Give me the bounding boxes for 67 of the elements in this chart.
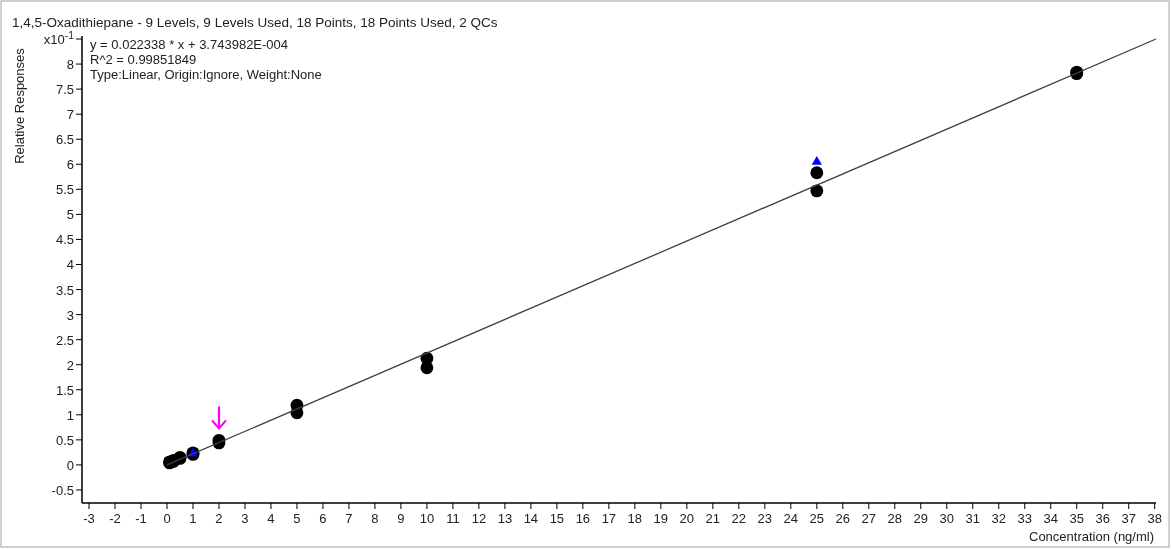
x-tick-label: -2 xyxy=(109,511,121,526)
x-tick-label: 7 xyxy=(345,511,353,526)
annotation: y = 0.022338 * x + 3.743982E-004 xyxy=(90,37,289,52)
x-tick-label: 19 xyxy=(653,511,669,526)
chart-title: 1,4,5-Oxadithiepane - 9 Levels, 9 Levels Used, 18 Points, 18 Points Used, 2 QCs xyxy=(12,15,498,30)
x-tick-label: 4 xyxy=(267,511,275,526)
x-tick-label: 17 xyxy=(601,511,617,526)
x-tick-label: 37 xyxy=(1121,511,1136,526)
x-tick-label: 12 xyxy=(471,511,487,526)
x-tick-label: 29 xyxy=(913,511,928,526)
x-tick-label: 27 xyxy=(861,511,877,526)
x-tick-label: 32 xyxy=(991,511,1006,526)
y-tick-label: 0 xyxy=(66,457,74,473)
x-tick-label: 11 xyxy=(446,511,460,526)
x-tick-label: 15 xyxy=(549,511,565,526)
y-tick-label: 7.5 xyxy=(55,82,74,98)
y-tick-label: 3 xyxy=(66,307,74,323)
x-tick-label: 0 xyxy=(163,511,171,526)
y-tick-label: 5 xyxy=(66,207,74,223)
annotation: Type:Linear, Origin:Ignore, Weight:None xyxy=(90,67,322,82)
x-tick-label: 3 xyxy=(241,511,249,526)
x-tick-label: 20 xyxy=(679,511,695,526)
y-tick-label: 4.5 xyxy=(55,232,74,248)
y-axis-title: Relative Responses xyxy=(12,47,27,164)
y-tick-label: 6 xyxy=(66,157,74,173)
x-tick-label: 5 xyxy=(293,511,301,526)
x-tick-label: 8 xyxy=(371,511,379,526)
x-tick-label: 13 xyxy=(497,511,513,526)
x-tick-label: 35 xyxy=(1069,511,1084,526)
y-tick-label: 1 xyxy=(66,407,74,423)
y-tick-label: 4 xyxy=(66,257,74,273)
x-tick-label: 9 xyxy=(397,511,405,526)
x-tick-label: 1 xyxy=(189,511,197,526)
y-tick-label: 5.5 xyxy=(55,182,74,198)
x-tick-label: 22 xyxy=(731,511,747,526)
x-tick-label: 25 xyxy=(809,511,825,526)
y-tick-label: 3.5 xyxy=(55,282,74,298)
x-tick-label: 18 xyxy=(627,511,643,526)
y-tick-label: 0.5 xyxy=(55,432,74,448)
y-tick-label: 2 xyxy=(66,357,74,373)
x-tick-label: 2 xyxy=(215,511,223,526)
x-tick-label: 30 xyxy=(939,511,954,526)
y-tick-label: 6.5 xyxy=(55,132,74,148)
y-tick-label: 8 xyxy=(66,57,74,73)
y-tick-label: 1.5 xyxy=(55,382,74,398)
x-tick-label: 26 xyxy=(835,511,851,526)
x-tick-label: 6 xyxy=(319,511,327,526)
x-tick-label: 23 xyxy=(757,511,773,526)
x-tick-label: 28 xyxy=(887,511,903,526)
x-tick-label: -3 xyxy=(83,511,95,526)
x-axis-title: Concentration (ng/ml) xyxy=(1029,529,1154,544)
x-tick-label: -1 xyxy=(135,511,147,526)
x-tick-label: 16 xyxy=(575,511,591,526)
y-tick-label: x10$^{-1}$ xyxy=(43,29,75,48)
x-tick-label: 38 xyxy=(1147,511,1162,526)
x-tick-label: 33 xyxy=(1017,511,1032,526)
x-tick-label: 36 xyxy=(1095,511,1110,526)
x-tick-label: 14 xyxy=(523,511,539,526)
y-tick-label: -0.5 xyxy=(51,482,74,498)
x-tick-label: 34 xyxy=(1043,511,1058,526)
annotation: R^2 = 0.99851849 xyxy=(90,52,197,67)
x-tick-label: 24 xyxy=(783,511,799,526)
y-tick-label: 2.5 xyxy=(55,332,74,348)
x-tick-label: 31 xyxy=(965,511,980,526)
x-tick-label: 21 xyxy=(705,511,721,526)
x-tick-label: 10 xyxy=(419,511,435,526)
y-tick-label: 7 xyxy=(66,107,74,123)
